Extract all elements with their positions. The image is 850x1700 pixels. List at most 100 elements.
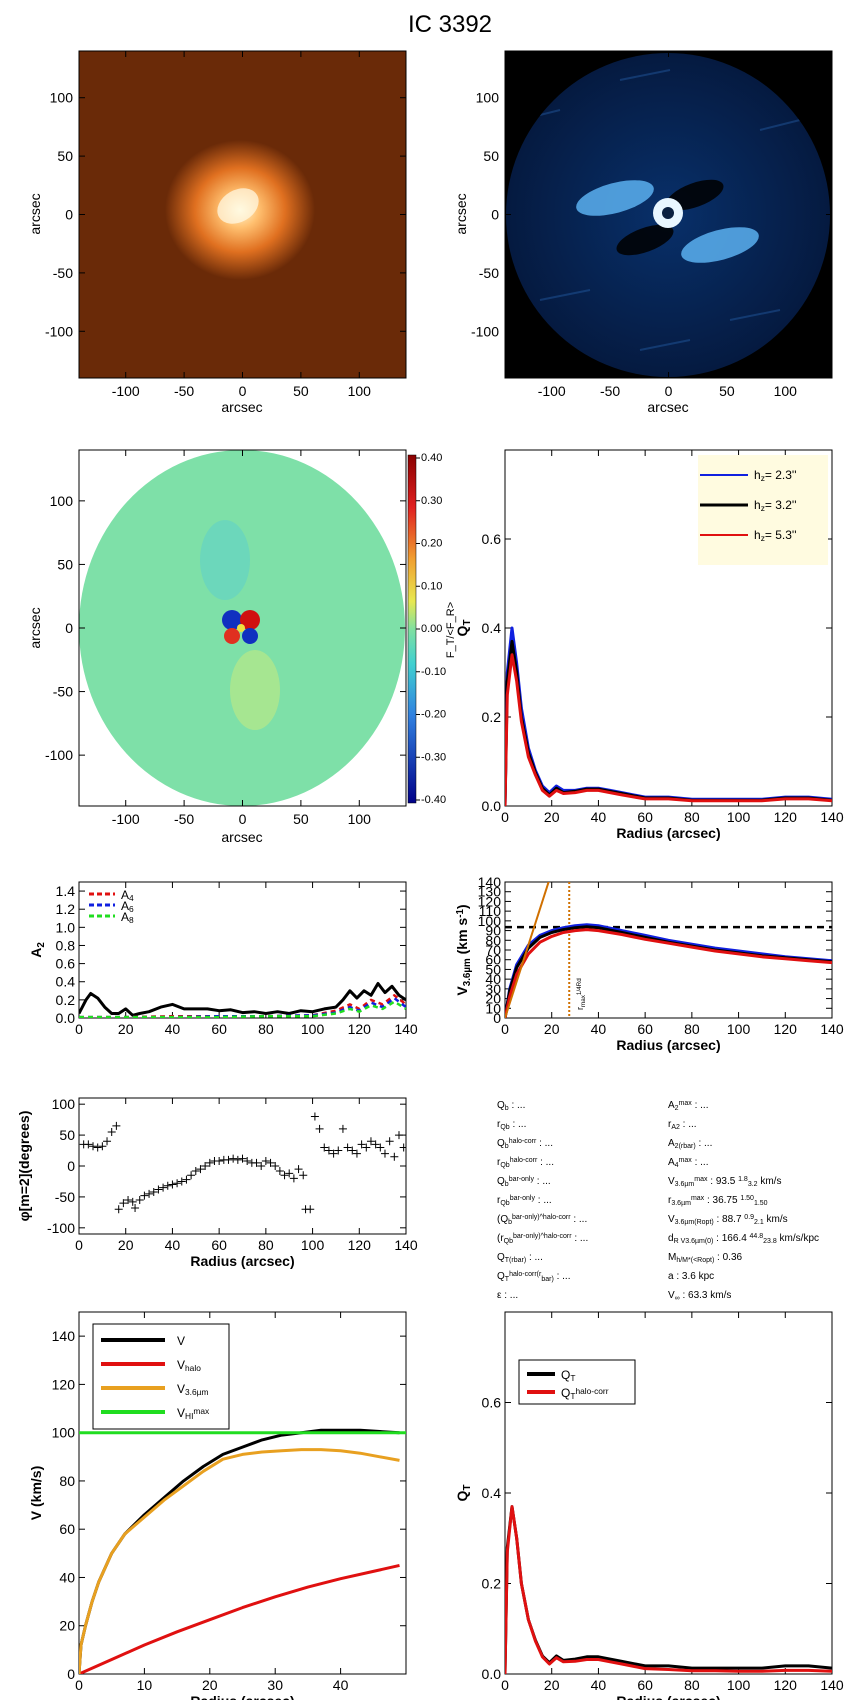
phi-x-tick-label: 40 bbox=[165, 1237, 181, 1253]
qt-ylabel: QT bbox=[454, 620, 473, 637]
rc-series-line bbox=[79, 1563, 400, 1674]
phi-x-tick-label: 140 bbox=[394, 1237, 418, 1253]
a2-legend-label-part: A bbox=[121, 888, 129, 902]
phi-x-tick-label: 0 bbox=[75, 1237, 83, 1253]
qt2-legend-label-part: Q bbox=[561, 1368, 570, 1382]
param-left-row-part: r bbox=[497, 1157, 501, 1168]
vel-x-tick-label: 20 bbox=[544, 1021, 560, 1037]
phi-point bbox=[215, 1157, 224, 1166]
image2-panel: -100 -50 0 50 100 100 50 0 -50 -100 arcsec arcsec bbox=[453, 50, 833, 415]
qt-legend-label-part: = 3.2'' bbox=[765, 498, 797, 512]
vel-x-tick-label: 60 bbox=[637, 1021, 653, 1037]
y-tick-label: 100 bbox=[476, 90, 500, 106]
rc-x-tick-label: 40 bbox=[333, 1677, 349, 1693]
qt-x-tick-label: 140 bbox=[820, 809, 844, 825]
a2-series-line bbox=[79, 1000, 406, 1018]
vel-y-tick-label: 60 bbox=[485, 952, 501, 968]
x-tick-label: 0 bbox=[665, 383, 673, 399]
param-left-row-part: ε bbox=[497, 1290, 502, 1301]
qt2-legend-label-part: halo-corr bbox=[575, 1386, 608, 1396]
param-right-row: rA2 : ... bbox=[668, 1119, 697, 1131]
vel-ylabel-part: ) bbox=[454, 904, 470, 909]
qt2-legend-label: QT bbox=[561, 1368, 575, 1383]
param-left-row: (Qbbar-only)^halo-corr : ... bbox=[497, 1214, 587, 1226]
image3-cyan-patch bbox=[200, 520, 250, 600]
rc-legend-label-part: max bbox=[193, 1406, 210, 1416]
param-right-row-part: : 88.7 bbox=[714, 1214, 745, 1225]
param-right-row: r3.6µmmax : 36.75 1.501.50 bbox=[668, 1195, 768, 1207]
y-tick-label: 50 bbox=[57, 556, 73, 572]
param-right-row-part: max bbox=[679, 1157, 693, 1164]
image3-quadrant-red2 bbox=[224, 628, 240, 644]
vel-y-tick-label: 50 bbox=[485, 961, 501, 977]
phi-point bbox=[201, 1162, 210, 1170]
image3-ylabel: arcsec bbox=[27, 607, 43, 648]
qt2-y-tick-label: 0.0 bbox=[482, 1666, 502, 1682]
phi-point bbox=[159, 1183, 168, 1192]
rc-legend-label-part: V bbox=[177, 1406, 185, 1420]
param-right-row-part: max bbox=[694, 1176, 708, 1183]
phi-point bbox=[315, 1124, 324, 1133]
phi-point bbox=[390, 1152, 399, 1161]
phi-point bbox=[89, 1142, 98, 1151]
qt-x-tick-label: 20 bbox=[544, 809, 560, 825]
param-left-row-part: bar) bbox=[514, 1257, 526, 1264]
param-left-row-part: Qb bbox=[500, 1162, 509, 1169]
a2-y-tick-label: 0.2 bbox=[56, 992, 76, 1008]
param-left-row-part: r bbox=[497, 1119, 501, 1130]
vel-vline-label-part: 1/4Rd bbox=[576, 978, 583, 995]
qt2-ylabel: QT bbox=[454, 1485, 473, 1502]
param-left-row-part: b bbox=[505, 1143, 509, 1150]
param-left-row-part: : ... bbox=[537, 1157, 554, 1168]
vel-y-tick-label: 30 bbox=[485, 981, 501, 997]
phi-point bbox=[107, 1128, 116, 1136]
param-right-row-part: : ... bbox=[680, 1119, 697, 1130]
phi-frame bbox=[78, 1097, 407, 1235]
param-right-row-part: A bbox=[668, 1100, 675, 1111]
phi-point bbox=[98, 1142, 107, 1151]
param-left-row-part: Qb bbox=[504, 1238, 513, 1245]
phi-point bbox=[362, 1143, 371, 1152]
vel-y-tick-label: 80 bbox=[485, 932, 501, 948]
y-tick-label: 0 bbox=[65, 620, 73, 636]
phi-point bbox=[131, 1204, 140, 1213]
param-right-row-part: km/s bbox=[764, 1214, 788, 1225]
phi-point bbox=[93, 1143, 102, 1152]
rc-y-tick-label: 100 bbox=[52, 1425, 76, 1441]
colorbar-tick-label: 0.10 bbox=[421, 580, 442, 592]
phi-x-tick-label: 100 bbox=[301, 1237, 325, 1253]
rc-y-tick-label: 20 bbox=[59, 1618, 75, 1634]
phi-point bbox=[140, 1191, 149, 1200]
qt2-legend-box bbox=[518, 1359, 636, 1405]
rc-series-line bbox=[79, 1448, 400, 1674]
rc-legend-label: Vhalo bbox=[177, 1358, 201, 1373]
y-tick-label: 100 bbox=[50, 90, 74, 106]
vel-x-tick-label: 100 bbox=[727, 1021, 751, 1037]
param-right-row-part: : 93.5 bbox=[708, 1176, 739, 1187]
phi-point bbox=[399, 1143, 406, 1152]
param-left-row: Qb : ... bbox=[497, 1100, 525, 1112]
rc-xlabel: Radius (arcsec) bbox=[190, 1693, 294, 1700]
qt-ylabel-part: T bbox=[462, 620, 473, 626]
param-right-row-part: max bbox=[679, 1100, 693, 1107]
param-left-row-part: : ... bbox=[572, 1233, 589, 1244]
param-left-row-part: r bbox=[497, 1195, 501, 1206]
vel-frame bbox=[504, 881, 833, 1019]
phi-point bbox=[233, 1155, 242, 1164]
a2-y-tick-label: 1.2 bbox=[56, 901, 76, 917]
a2-legend-label-part: 6 bbox=[129, 904, 134, 914]
qt2-x-tick-label: 140 bbox=[820, 1677, 844, 1693]
qt-legend-label-part: = 5.3'' bbox=[765, 528, 797, 542]
qt-legend: hz= 2.3''hz= 3.2''hz= 5.3'' bbox=[698, 455, 828, 565]
qt2-legend-label-part: T bbox=[570, 1373, 575, 1383]
param-left-row-part: : ... bbox=[509, 1100, 526, 1111]
param-left-row-part: : ... bbox=[571, 1214, 588, 1225]
phi-point bbox=[285, 1169, 294, 1178]
colorbar-tick-label: -0.40 bbox=[421, 794, 446, 806]
phi-point bbox=[352, 1149, 361, 1158]
param-right-row-part: a bbox=[668, 1271, 674, 1282]
param-right-row-part: : 63.3 km/s bbox=[680, 1290, 732, 1301]
phi-point bbox=[357, 1140, 366, 1149]
phi-point bbox=[145, 1189, 154, 1198]
image3-quadrant-blue2 bbox=[242, 628, 258, 644]
